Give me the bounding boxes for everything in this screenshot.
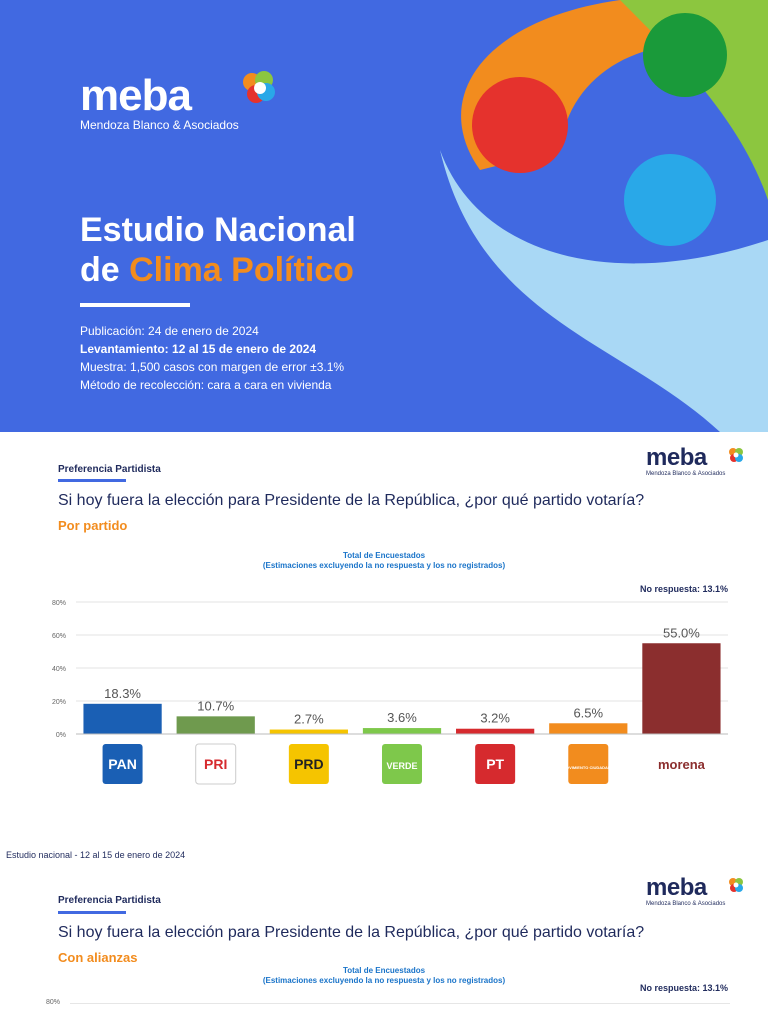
y-tick-label: 40% xyxy=(52,666,66,673)
data-label: 18.3% xyxy=(104,686,141,701)
brand-logo: meba Mendoza Blanco & Asociados xyxy=(80,71,239,133)
data-label: 3.2% xyxy=(480,711,510,726)
party-logo-label: VERDE xyxy=(386,761,417,771)
sample-info: Muestra: 1,500 casos con margen de error… xyxy=(80,360,345,374)
chart-title: Total de Encuestados (Estimaciones exclu… xyxy=(262,966,506,985)
y-tick-label: 0% xyxy=(56,732,66,739)
header-logo: meba Mendoza Blanco & Asociados xyxy=(646,444,743,477)
slide-party-preference: Preferencia Partidista meba Mendoza Blan… xyxy=(0,432,768,842)
chart-subtitle: Con alianzas xyxy=(58,950,138,965)
y-tick-label: 60% xyxy=(52,633,66,640)
brand-mark-icon xyxy=(243,71,275,103)
title-line-2: de Clima Político xyxy=(80,251,354,289)
party-logo-label: MOVIMIENTO CIUDADANO xyxy=(563,765,614,770)
survey-question: Si hoy fuera la elección para Presidente… xyxy=(58,924,645,941)
party-bar-chart: 0% 20% 40% 60% 80% 18.3% PAN 10.7% PRI 2.7% PRD 3.6… xyxy=(52,600,728,785)
party-logo-pt xyxy=(475,744,516,784)
party-logo-label: PAN xyxy=(108,756,137,772)
bar-prd xyxy=(269,729,348,734)
section-underline xyxy=(58,479,126,482)
collection-method: Método de recolección: cara a cara en vi… xyxy=(80,378,332,392)
chart-title: Total de Encuestados (Estimaciones exclu… xyxy=(262,551,506,570)
party-logo-label: PT xyxy=(486,756,504,772)
slide-party-preference-alliances: Preferencia Partidista meba Mendoza Blan… xyxy=(0,862,768,1024)
party-logo-movimiento-ciudadano xyxy=(568,744,609,784)
data-label: 10.7% xyxy=(197,698,234,713)
party-logo-prd xyxy=(288,744,329,784)
decorative-shapes xyxy=(440,0,768,432)
no-response-note: No respuesta: 13.1% xyxy=(639,983,728,993)
cover-slide: meba Mendoza Blanco & Asociados Estudio … xyxy=(0,0,768,432)
party-logo-morena: morena xyxy=(658,757,706,772)
bar-morena xyxy=(642,643,721,734)
data-label: 6.5% xyxy=(573,705,603,720)
section-label: Preferencia Partidista xyxy=(58,895,161,906)
party-logo-pri xyxy=(195,743,237,785)
bar-pt xyxy=(456,728,535,734)
y-tick-label: 20% xyxy=(52,699,66,706)
title-accent: Clima Político xyxy=(129,251,354,289)
bar-pan xyxy=(83,703,162,734)
party-logo-label: PRI xyxy=(204,756,227,772)
section-underline xyxy=(58,911,126,914)
cover-title: Estudio Nacional de Clima Político xyxy=(80,210,356,290)
y-tick-label: 80% xyxy=(52,600,66,607)
data-label: 2.7% xyxy=(294,712,324,727)
logo-mark-icon xyxy=(729,448,743,462)
title-line-1: Estudio Nacional xyxy=(80,211,356,249)
bar-mc xyxy=(549,723,628,734)
header-logo: meba Mendoza Blanco & Asociados xyxy=(646,874,743,907)
study-metadata: Publicación: 24 de enero de 2024 Levanta… xyxy=(80,322,344,394)
data-label: 55.0% xyxy=(663,625,700,640)
section-label: Preferencia Partidista xyxy=(58,464,161,475)
logo-subtitle: Mendoza Blanco & Asociados xyxy=(646,901,726,907)
publication-date: Publicación: 24 de enero de 2024 xyxy=(80,324,259,338)
party-logo-pan xyxy=(102,744,143,784)
brand-name: meba xyxy=(80,71,192,120)
survey-question: Si hoy fuera la elección para Presidente… xyxy=(58,492,645,509)
logo-mark-icon xyxy=(729,878,743,892)
logo-name: meba xyxy=(646,444,707,471)
no-response-note: No respuesta: 13.1% xyxy=(639,584,728,594)
party-logo-verde xyxy=(382,744,422,784)
brand-subtitle: Mendoza Blanco & Asociados xyxy=(80,118,239,132)
title-underline xyxy=(80,303,190,307)
party-logo-label: PRD xyxy=(294,756,324,772)
bar-verde xyxy=(362,728,442,734)
gridline xyxy=(70,1003,730,1004)
fieldwork-dates: Levantamiento: 12 al 15 de enero de 2024 xyxy=(80,342,317,356)
chart-subtitle: Por partido xyxy=(58,518,128,533)
logo-name: meba xyxy=(646,874,707,901)
y-tick-label: 80% xyxy=(46,999,61,1006)
bar-pri xyxy=(176,716,255,734)
data-label: 3.6% xyxy=(387,710,417,725)
slide-footer: Estudio nacional - 12 al 15 de enero de … xyxy=(6,850,186,860)
logo-subtitle: Mendoza Blanco & Asociados xyxy=(646,471,726,477)
